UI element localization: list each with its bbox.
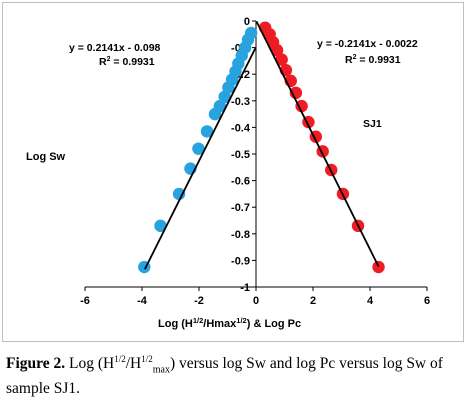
blue-data-point bbox=[192, 142, 205, 155]
trendlines bbox=[144, 21, 380, 270]
red-data-point bbox=[275, 53, 288, 66]
x-tick-label: 0 bbox=[253, 295, 259, 307]
right-r-squared: R2 = 0.9931 bbox=[345, 54, 401, 66]
caption-sup-2: 1/2 bbox=[141, 354, 153, 364]
blue-data-point bbox=[154, 219, 167, 233]
red-data-point bbox=[372, 260, 385, 274]
y-tick-label: -0.3 bbox=[231, 96, 250, 108]
y-tick-label: -0.4 bbox=[231, 122, 251, 134]
x-tick-label: -2 bbox=[194, 295, 204, 307]
red-trendline bbox=[255, 21, 380, 267]
y-tick-label: -0.7 bbox=[231, 202, 250, 214]
x-tick-label: -4 bbox=[137, 295, 148, 307]
y-tick-label: -0.8 bbox=[231, 229, 250, 241]
blue-data-point bbox=[218, 90, 231, 104]
caption-sub: max bbox=[152, 364, 170, 376]
x-ticks: -6 -4 -2 0 2 4 6 bbox=[80, 287, 430, 307]
y-axis-label: Log Sw bbox=[26, 151, 66, 163]
red-data-point bbox=[295, 99, 308, 113]
blue-trendline bbox=[144, 47, 257, 270]
y-tick-label: -0.6 bbox=[231, 176, 250, 188]
x-tick-label: 2 bbox=[310, 295, 316, 307]
y-tick-label: -0.5 bbox=[231, 149, 250, 161]
sample-label: SJ1 bbox=[363, 118, 382, 130]
caption-text-1: Log (H bbox=[65, 355, 115, 373]
right-equation: y = -0.2141x - 0.0022 bbox=[317, 38, 418, 50]
x-tick-label: 4 bbox=[367, 295, 374, 307]
data-points bbox=[138, 21, 385, 274]
y-tick-label: 0 bbox=[244, 16, 250, 28]
caption-label: Figure 2. bbox=[6, 355, 66, 373]
figure-caption: Figure 2. Log (H1/2/H1/2max) versus log … bbox=[6, 350, 464, 398]
blue-data-point bbox=[172, 187, 186, 201]
x-tick-label: 6 bbox=[424, 295, 430, 307]
left-r-squared: R2 = 0.9931 bbox=[99, 56, 155, 68]
blue-data-point bbox=[213, 99, 227, 113]
blue-data-point bbox=[200, 125, 214, 138]
red-data-point bbox=[270, 44, 284, 57]
x-tick-label: -6 bbox=[80, 295, 90, 307]
caption-sup-1: 1/2 bbox=[114, 354, 126, 364]
x-axis-label: Log (H1/2/Hmax1/2) & Log Pc bbox=[158, 316, 301, 330]
blue-data-point bbox=[244, 26, 258, 40]
y-tick-label: -1 bbox=[240, 282, 250, 294]
caption-text-2: /H bbox=[125, 355, 142, 373]
caption-text-3: ) versus log Sw and log Pc versus log Sw… bbox=[6, 355, 443, 398]
y-tick-label: -0.9 bbox=[231, 255, 250, 267]
left-equation: y = 0.2141x - 0.098 bbox=[69, 42, 161, 54]
